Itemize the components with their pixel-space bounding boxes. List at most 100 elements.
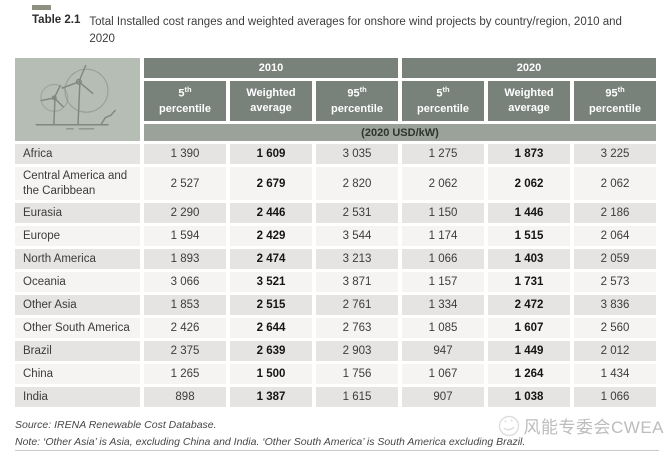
weighted-average-value: 1 038	[488, 387, 570, 408]
weighted-average-value: 2 679	[230, 167, 312, 201]
weighted-average-value: 1 609	[230, 144, 312, 165]
percentile-value: 2 426	[144, 318, 226, 339]
table-row: Eurasia 2 290 2 446 2 531 1 150 1 446 2 186	[15, 203, 656, 224]
region-label: Other Asia	[15, 295, 140, 316]
weighted-average-value: 2 062	[488, 167, 570, 201]
table-row: India 898 1 387 1 615 907 1 038 1 066	[15, 387, 656, 408]
percentile-value: 1 615	[316, 387, 398, 408]
percentile-value: 2 186	[574, 203, 656, 224]
weighted-average-value: 1 873	[488, 144, 570, 165]
percentile-value: 1 390	[144, 144, 226, 165]
table-row: Brazil 2 375 2 639 2 903 947 1 449 2 012	[15, 341, 656, 362]
bottom-divider	[15, 450, 659, 451]
percentile-value: 2 903	[316, 341, 398, 362]
percentile-value: 1 893	[144, 249, 226, 270]
weighted-average-value: 1 387	[230, 387, 312, 408]
year-group-2010: 2010	[144, 58, 398, 78]
percentile-value: 2 573	[574, 272, 656, 293]
percentile-value: 3 066	[144, 272, 226, 293]
year-header-row: 2010 2020	[15, 58, 656, 142]
percentile-value: 2 820	[316, 167, 398, 201]
region-label: Eurasia	[15, 203, 140, 224]
table-row: Africa 1 390 1 609 3 035 1 275 1 873 3 225	[15, 144, 656, 165]
table-row: North America 1 893 2 474 3 213 1 066 1 403 2 …	[15, 249, 656, 270]
percentile-value: 1 275	[402, 144, 484, 165]
column-header: 5th percentile	[402, 81, 484, 122]
column-header-row: 5th percentile Weighted average 95th percenti…	[15, 81, 656, 122]
source-line: Source: IRENA Renewable Cost Database.	[15, 419, 217, 432]
percentile-value: 1 085	[402, 318, 484, 339]
percentile-value: 1 434	[574, 364, 656, 385]
region-label: Europe	[15, 226, 140, 247]
percentile-value: 3 871	[316, 272, 398, 293]
percentile-value: 3 225	[574, 144, 656, 165]
percentile-value: 898	[144, 387, 226, 408]
percentile-value: 2 763	[316, 318, 398, 339]
percentile-value: 1 756	[316, 364, 398, 385]
region-label: China	[15, 364, 140, 385]
percentile-value: 2 062	[402, 167, 484, 201]
percentile-value: 3 544	[316, 226, 398, 247]
percentile-value: 1 066	[574, 387, 656, 408]
column-header: Weighted average	[230, 81, 312, 122]
watermark-text: 风能专委会CWEA	[523, 418, 664, 437]
weighted-average-value: 2 639	[230, 341, 312, 362]
percentile-value: 1 265	[144, 364, 226, 385]
column-header: 95th percentile	[316, 81, 398, 122]
percentile-value: 1 157	[402, 272, 484, 293]
table-row: Oceania 3 066 3 521 3 871 1 157 1 731 2 573	[15, 272, 656, 293]
column-header: Weighted average	[488, 81, 570, 122]
weighted-average-value: 2 472	[488, 295, 570, 316]
percentile-value: 1 853	[144, 295, 226, 316]
year-group-2020: 2020	[402, 58, 656, 78]
column-header: 95th percentile	[574, 81, 656, 122]
region-label: Other South America	[15, 318, 140, 339]
percentile-value: 1 150	[402, 203, 484, 224]
table-row: Central America and the Caribbean 2 527 2 …	[15, 167, 656, 201]
table-row: Europe 1 594 2 429 3 544 1 174 1 515 2 064	[15, 226, 656, 247]
installed-cost-table: 2010 2020 5th percentile Weighted average 95…	[11, 55, 660, 410]
region-label: Africa	[15, 144, 140, 165]
region-label: Central America and the Caribbean	[15, 167, 140, 201]
weighted-average-value: 2 644	[230, 318, 312, 339]
region-label: Brazil	[15, 341, 140, 362]
wind-turbine-icon	[15, 58, 140, 142]
weighted-average-value: 1 446	[488, 203, 570, 224]
percentile-value: 907	[402, 387, 484, 408]
percentile-value: 2 062	[574, 167, 656, 201]
table-row: China 1 265 1 500 1 756 1 067 1 264 1 434	[15, 364, 656, 385]
weighted-average-value: 1 731	[488, 272, 570, 293]
table-title-text: Total Installed cost ranges and weighted…	[89, 16, 622, 46]
region-label: Oceania	[15, 272, 140, 293]
smiley-logo-icon	[498, 415, 519, 436]
table-row: Other South America 2 426 2 644 2 763 1 085 1…	[15, 318, 656, 339]
weighted-average-value: 2 515	[230, 295, 312, 316]
weighted-average-value: 1 500	[230, 364, 312, 385]
unit-row: (2020 USD/kW)	[15, 124, 656, 142]
table-caption: Table 2.1 Total Installed cost ranges an…	[32, 14, 629, 49]
weighted-average-value: 2 429	[230, 226, 312, 247]
percentile-value: 1 594	[144, 226, 226, 247]
percentile-value: 2 560	[574, 318, 656, 339]
region-label: India	[15, 387, 140, 408]
column-header: 5th percentile	[144, 81, 226, 122]
percentile-value: 2 531	[316, 203, 398, 224]
percentile-value: 2 527	[144, 167, 226, 201]
unit-label: (2020 USD/kW)	[144, 124, 656, 142]
percentile-value: 2 064	[574, 226, 656, 247]
percentile-value: 1 334	[402, 295, 484, 316]
weighted-average-value: 1 449	[488, 341, 570, 362]
weighted-average-value: 1 403	[488, 249, 570, 270]
percentile-value: 2 059	[574, 249, 656, 270]
percentile-value: 2 375	[144, 341, 226, 362]
weighted-average-value: 2 446	[230, 203, 312, 224]
region-label: North America	[15, 249, 140, 270]
percentile-value: 2 761	[316, 295, 398, 316]
percentile-value: 947	[402, 341, 484, 362]
percentile-value: 1 066	[402, 249, 484, 270]
percentile-value: 2 290	[144, 203, 226, 224]
percentile-value: 3 035	[316, 144, 398, 165]
caption-accent-dash	[32, 5, 51, 10]
percentile-value: 3 836	[574, 295, 656, 316]
